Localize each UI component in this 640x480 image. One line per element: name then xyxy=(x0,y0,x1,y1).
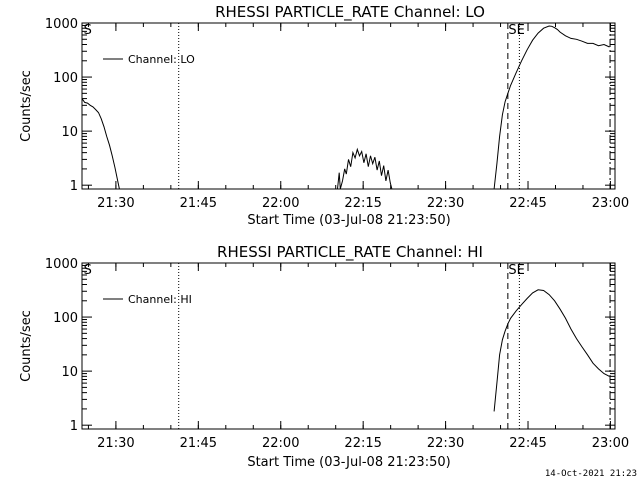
legend-label: Channel: LO xyxy=(128,53,195,66)
legend-label: Channel: HI xyxy=(128,293,192,306)
chart-title: RHESSI PARTICLE_RATE Channel: HI xyxy=(217,243,483,262)
y-tick-label: 1 xyxy=(70,179,78,194)
y-tick-label: 1 xyxy=(70,419,78,434)
legend: Channel: LO xyxy=(103,53,195,66)
series-line-segment xyxy=(337,147,393,190)
x-axis-label: Start Time (03-Jul-08 21:23:50) xyxy=(247,213,450,228)
marker-label: S xyxy=(84,263,92,278)
x-tick-label: 22:00 xyxy=(262,436,299,451)
y-axis-label: Counts/sec xyxy=(19,70,34,142)
series-lines xyxy=(493,289,610,412)
x-tick-label: 23:00 xyxy=(592,196,629,211)
marker-label: SE xyxy=(508,263,524,278)
series-line-segment xyxy=(493,289,610,412)
x-tick-label: 22:15 xyxy=(344,196,381,211)
plot-frame xyxy=(81,22,616,190)
time-markers: S SE xyxy=(84,263,611,429)
marker-label: S xyxy=(84,23,92,38)
y-axis: 1 10 100 1000 xyxy=(45,17,615,194)
x-tick-label: 22:30 xyxy=(427,196,464,211)
y-tick-label: 10 xyxy=(61,125,78,140)
series-line-segment xyxy=(81,98,120,190)
x-tick-label: 22:30 xyxy=(427,436,464,451)
x-axis-label: Start Time (03-Jul-08 21:23:50) xyxy=(247,455,450,470)
y-tick-label: 100 xyxy=(53,71,78,86)
x-tick-label: 21:45 xyxy=(180,436,217,451)
footer-timestamp: 14-Oct-2021 21:23 xyxy=(545,469,637,479)
legend: Channel: HI xyxy=(103,293,192,306)
x-tick-label: 22:45 xyxy=(509,196,546,211)
y-tick-label: 100 xyxy=(53,311,78,326)
marker-label: SE xyxy=(508,23,524,38)
x-axis: 21:30 21:45 22:00 22:15 22:30 22:45 23:00 xyxy=(87,23,629,211)
chart-title: RHESSI PARTICLE_RATE Channel: LO xyxy=(215,3,485,22)
x-tick-label: 21:30 xyxy=(97,196,134,211)
x-tick-label: 22:45 xyxy=(509,436,546,451)
panel-lo: RHESSI PARTICLE_RATE Channel: LO 21:30 21… xyxy=(19,3,629,228)
x-tick-label: 22:00 xyxy=(262,196,299,211)
series-line-segment xyxy=(493,25,610,190)
y-axis: 1 10 100 1000 xyxy=(45,257,615,434)
x-tick-label: 21:30 xyxy=(97,436,134,451)
time-markers: S SE xyxy=(84,23,611,189)
y-tick-label: 10 xyxy=(61,365,78,380)
x-tick-label: 21:45 xyxy=(180,196,217,211)
plot-frame xyxy=(81,262,616,430)
y-axis-label: Counts/sec xyxy=(19,310,34,382)
panel-hi: RHESSI PARTICLE_RATE Channel: HI 21:30 21… xyxy=(19,243,629,470)
series-lines xyxy=(81,25,610,190)
y-tick-label: 1000 xyxy=(45,17,78,32)
x-axis: 21:30 21:45 22:00 22:15 22:30 22:45 23:00 xyxy=(87,263,629,451)
x-tick-label: 22:15 xyxy=(344,436,381,451)
y-tick-label: 1000 xyxy=(45,257,78,272)
x-tick-label: 23:00 xyxy=(592,436,629,451)
